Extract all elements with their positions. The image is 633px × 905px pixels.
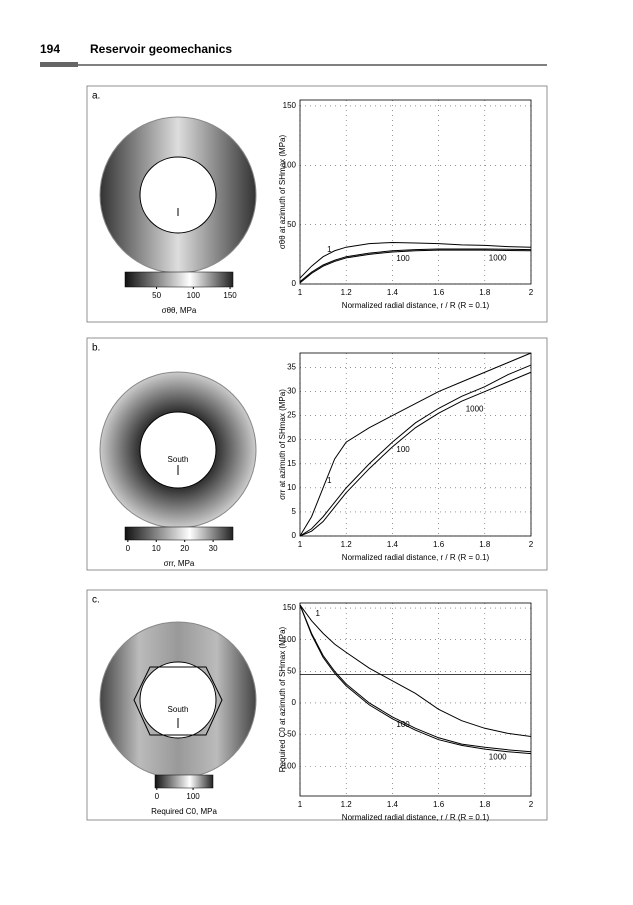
colorbar-tick-label: 0 — [126, 544, 131, 553]
x-tick-label: 2 — [529, 800, 534, 809]
line-series — [299, 371, 532, 537]
colorbar-tick-label: 100 — [186, 792, 200, 801]
y-tick-label: 100 — [283, 160, 297, 169]
y-tick-label: 35 — [287, 363, 296, 372]
curve-label: 100 — [396, 254, 410, 263]
line-series — [299, 364, 532, 537]
y-tick-label: 150 — [283, 101, 297, 110]
x-axis-label: Normalized radial distance, r / R (R = 0… — [342, 553, 490, 562]
x-tick-label: 1.2 — [341, 288, 353, 297]
colorbar-label: σrr, MPa — [164, 559, 195, 568]
colorbar — [124, 526, 234, 541]
panel-label: c. — [92, 595, 100, 606]
y-tick-label: 50 — [287, 666, 296, 675]
colorbar — [154, 774, 214, 789]
curve-label: 1 — [327, 245, 332, 254]
annotation: South — [168, 705, 189, 714]
x-tick-label: 1.6 — [433, 540, 445, 549]
curve-label: 1 — [327, 476, 332, 485]
x-tick-label: 2 — [529, 288, 534, 297]
colorbar-tick-label: 150 — [223, 291, 237, 300]
y-tick-label: 30 — [287, 387, 296, 396]
y-tick-label: 150 — [283, 603, 297, 612]
x-tick-label: 1.2 — [341, 800, 353, 809]
y-tick-label: 0 — [292, 531, 297, 540]
y-tick-label: 20 — [287, 435, 296, 444]
running-title: Reservoir geomechanics — [90, 42, 232, 56]
x-axis-label: Normalized radial distance, r / R (R = 0… — [342, 813, 490, 822]
panel-frame — [86, 589, 548, 821]
colorbar — [124, 271, 234, 288]
y-tick-label: 50 — [287, 220, 296, 229]
colorbar-tick-label: 100 — [187, 291, 201, 300]
y-tick-label: 10 — [287, 483, 296, 492]
curve-label: 1 — [316, 609, 321, 618]
x-tick-label: 1.8 — [479, 800, 491, 809]
y-axis-label: σθθ at azimuth of SHmax (MPa) — [278, 135, 287, 250]
line-series — [299, 604, 532, 755]
panel-label: b. — [92, 343, 100, 354]
header-bar — [40, 62, 78, 67]
colorbar-tick-label: 20 — [180, 544, 189, 553]
y-tick-label: 0 — [292, 279, 297, 288]
y-axis-label: σrr at azimuth of SHmax (MPa) — [278, 389, 287, 500]
curve-label: 1000 — [489, 253, 507, 262]
page-number: 194 — [40, 42, 60, 56]
rings — [99, 116, 257, 779]
colorbar-tick-label: 10 — [152, 544, 161, 553]
x-tick-label: 1.8 — [479, 540, 491, 549]
plot-frame — [299, 602, 532, 797]
colorbar-tick-label: 30 — [209, 544, 218, 553]
panel-frame — [86, 85, 548, 323]
x-tick-label: 1 — [298, 800, 303, 809]
curve-label: 100 — [396, 445, 410, 454]
colorbar-tick-label: 50 — [152, 291, 161, 300]
plot-frame — [299, 99, 532, 285]
line-series — [299, 248, 532, 283]
panel-label: a. — [92, 91, 100, 102]
line-series — [299, 352, 532, 537]
x-tick-label: 2 — [529, 540, 534, 549]
y-tick-label: -100 — [280, 761, 297, 770]
y-axis-label: Required C0 at azimuth of SHmax (MPa) — [278, 626, 287, 772]
panel-frame — [86, 337, 548, 571]
curve-label: 1000 — [466, 404, 484, 413]
x-tick-label: 1.4 — [387, 540, 399, 549]
x-tick-label: 1.6 — [433, 288, 445, 297]
line-series — [299, 604, 532, 738]
x-tick-label: 1 — [298, 540, 303, 549]
x-tick-label: 1.2 — [341, 540, 353, 549]
x-tick-label: 1.6 — [433, 800, 445, 809]
y-tick-label: 15 — [287, 459, 296, 468]
colorbar-label: Required C0, MPa — [151, 807, 217, 816]
curve-label: 1000 — [489, 752, 507, 761]
annotation: South — [168, 455, 189, 464]
line-series — [299, 241, 532, 279]
y-tick-label: 0 — [292, 698, 297, 707]
line-series — [299, 604, 532, 753]
colorbar-tick-label: 0 — [155, 792, 160, 801]
x-tick-label: 1.4 — [387, 288, 399, 297]
x-axis-label: Normalized radial distance, r / R (R = 0… — [342, 301, 490, 310]
x-tick-label: 1.4 — [387, 800, 399, 809]
y-tick-label: -50 — [284, 730, 296, 739]
y-tick-label: 100 — [283, 635, 297, 644]
line-series — [299, 249, 532, 284]
x-tick-label: 1.8 — [479, 288, 491, 297]
colorbar-label: σθθ, MPa — [162, 306, 197, 315]
plot-frame — [299, 352, 532, 537]
y-tick-label: 25 — [287, 411, 296, 420]
y-tick-label: 5 — [292, 507, 297, 516]
x-tick-label: 1 — [298, 288, 303, 297]
